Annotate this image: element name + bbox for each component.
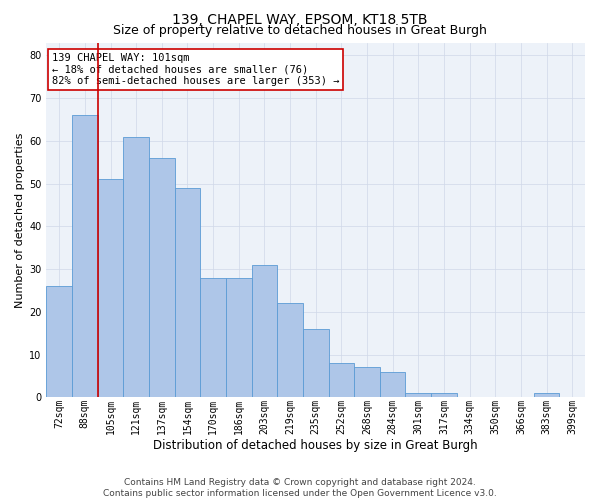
Bar <box>534 393 559 398</box>
Text: Contains HM Land Registry data © Crown copyright and database right 2024.
Contai: Contains HM Land Registry data © Crown c… <box>103 478 497 498</box>
Bar <box>354 368 380 398</box>
Bar <box>124 136 149 398</box>
Bar <box>303 329 329 398</box>
Text: 139 CHAPEL WAY: 101sqm
← 18% of detached houses are smaller (76)
82% of semi-det: 139 CHAPEL WAY: 101sqm ← 18% of detached… <box>52 53 339 86</box>
Text: Size of property relative to detached houses in Great Burgh: Size of property relative to detached ho… <box>113 24 487 37</box>
Bar <box>98 180 124 398</box>
X-axis label: Distribution of detached houses by size in Great Burgh: Distribution of detached houses by size … <box>154 440 478 452</box>
Bar <box>175 188 200 398</box>
Bar <box>149 158 175 398</box>
Bar <box>329 363 354 398</box>
Bar <box>406 393 431 398</box>
Text: 139, CHAPEL WAY, EPSOM, KT18 5TB: 139, CHAPEL WAY, EPSOM, KT18 5TB <box>172 12 428 26</box>
Bar <box>46 286 72 398</box>
Bar <box>200 278 226 398</box>
Bar <box>72 115 98 398</box>
Bar <box>380 372 406 398</box>
Bar <box>251 265 277 398</box>
Bar <box>226 278 251 398</box>
Y-axis label: Number of detached properties: Number of detached properties <box>15 132 25 308</box>
Bar <box>277 304 303 398</box>
Bar <box>431 393 457 398</box>
